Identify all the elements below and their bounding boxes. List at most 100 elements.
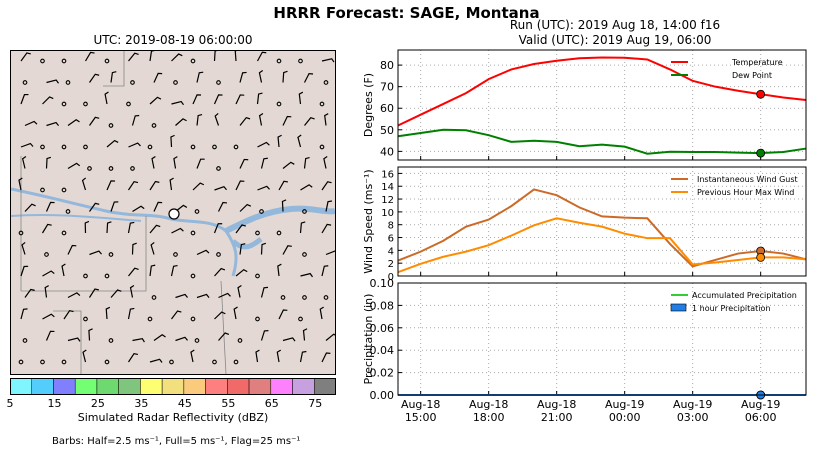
- wind-barb: [110, 71, 117, 83]
- wind-barb: [297, 134, 302, 148]
- wind-barb: [258, 113, 264, 126]
- run-time: Run (UTC): 2019 Aug 18, 14:00 f16: [509, 18, 721, 32]
- wind-barb: [67, 119, 80, 126]
- wind-barb: [175, 336, 189, 342]
- wind-barb: [239, 158, 249, 169]
- y-axis-label: Wind Speed (ms⁻¹): [362, 169, 375, 273]
- wind-barb: [282, 70, 288, 83]
- wind-barb: [169, 177, 174, 191]
- legend-label: Temperature: [731, 58, 783, 67]
- wind-barb: [173, 156, 178, 169]
- wind-barb: [171, 310, 182, 320]
- wind-barb: [82, 349, 87, 363]
- wind-barb: [239, 243, 246, 255]
- calm-marker: [237, 338, 243, 343]
- wind-barb: [151, 156, 156, 169]
- wind-barb: [323, 156, 328, 169]
- y-tick-label: 12: [381, 195, 394, 206]
- y-tick-label: 16: [381, 169, 394, 180]
- y-tick-label: 4: [388, 246, 394, 257]
- calm-marker: [22, 338, 28, 343]
- wind-barb: [282, 337, 296, 342]
- wind-barb: [21, 156, 27, 169]
- wind-barb: [81, 177, 87, 191]
- wind-barb: [45, 330, 55, 341]
- wind-barb: [110, 289, 122, 298]
- wind-barb: [67, 337, 81, 342]
- wind-barb: [299, 221, 306, 234]
- wind-barb: [105, 306, 111, 320]
- legend-label: Accumulated Precipitation: [692, 291, 797, 300]
- calm-marker: [108, 338, 114, 343]
- wind-barb: [131, 114, 140, 126]
- colorbar-tick-label: 55: [221, 397, 236, 410]
- calm-marker: [61, 187, 67, 193]
- y-tick-label: 0.02: [370, 367, 395, 380]
- wind-barb: [300, 272, 313, 278]
- legend-label: Dew Point: [732, 71, 772, 80]
- wind-barb: [175, 204, 188, 212]
- wind-barb: [18, 177, 23, 191]
- calm-marker: [302, 295, 307, 300]
- y-tick-label: 0.06: [370, 322, 395, 335]
- calm-marker: [190, 144, 196, 150]
- colorbar-tick-label: 25: [90, 397, 105, 410]
- wind-barb: [196, 293, 210, 299]
- calm-marker: [151, 295, 157, 300]
- valid-time: Valid (UTC): 2019 Aug 19, 06:00: [518, 33, 712, 47]
- legend-label: Previous Hour Max Wind: [697, 188, 794, 197]
- wind-barb: [127, 352, 139, 363]
- colorbar-tick-label: 45: [177, 397, 192, 410]
- wind-barb: [42, 270, 55, 277]
- wind-barb: [45, 201, 55, 212]
- calm-marker: [190, 58, 196, 64]
- wind-barb: [149, 51, 155, 62]
- calm-marker: [298, 316, 303, 322]
- wind-barb: [235, 180, 245, 191]
- wind-barb: [258, 70, 264, 83]
- wind-barb: [217, 201, 228, 212]
- wind-barb: [153, 201, 163, 212]
- calm-marker: [173, 80, 178, 85]
- x-tick-label: Aug-18: [537, 398, 576, 411]
- wind-barb: [325, 200, 333, 212]
- wind-barb: [276, 349, 282, 363]
- wind-barb: [214, 267, 226, 277]
- wind-barb: [41, 223, 52, 234]
- wind-barb: [104, 91, 109, 105]
- wind-barb: [237, 285, 242, 298]
- calm-marker: [83, 101, 88, 107]
- wind-barb: [67, 292, 81, 299]
- x-tick-label: 15:00: [405, 411, 437, 424]
- x-tick-label: Aug-19: [741, 398, 780, 411]
- calm-marker: [83, 144, 88, 150]
- calm-marker: [323, 80, 329, 85]
- y-tick-label: 0.08: [370, 299, 395, 312]
- wind-barb: [89, 202, 100, 212]
- x-tick-label: 00:00: [609, 411, 641, 424]
- wind-barb: [299, 350, 307, 363]
- wind-barb: [21, 241, 26, 255]
- y-tick-label: 14: [381, 182, 394, 193]
- wind-barb: [190, 349, 195, 363]
- wind-barb: [325, 333, 335, 341]
- wind-barb: [239, 203, 252, 212]
- wind-barb: [171, 227, 184, 234]
- wind-barb: [214, 185, 227, 191]
- calm-marker: [323, 295, 329, 300]
- wind-barb: [196, 249, 210, 256]
- calm-marker: [61, 359, 67, 365]
- chart-frame: [397, 49, 807, 161]
- calm-marker: [18, 359, 24, 365]
- wind-barb: [67, 162, 81, 170]
- calm-marker: [151, 123, 157, 128]
- calm-marker: [216, 252, 221, 257]
- calm-marker: [61, 144, 67, 150]
- calm-marker: [147, 144, 153, 150]
- x-tick-label: 06:00: [745, 411, 777, 424]
- calm-marker: [22, 80, 28, 85]
- calm-marker: [276, 230, 282, 236]
- calm-marker: [233, 359, 239, 365]
- wind-barb: [24, 203, 36, 212]
